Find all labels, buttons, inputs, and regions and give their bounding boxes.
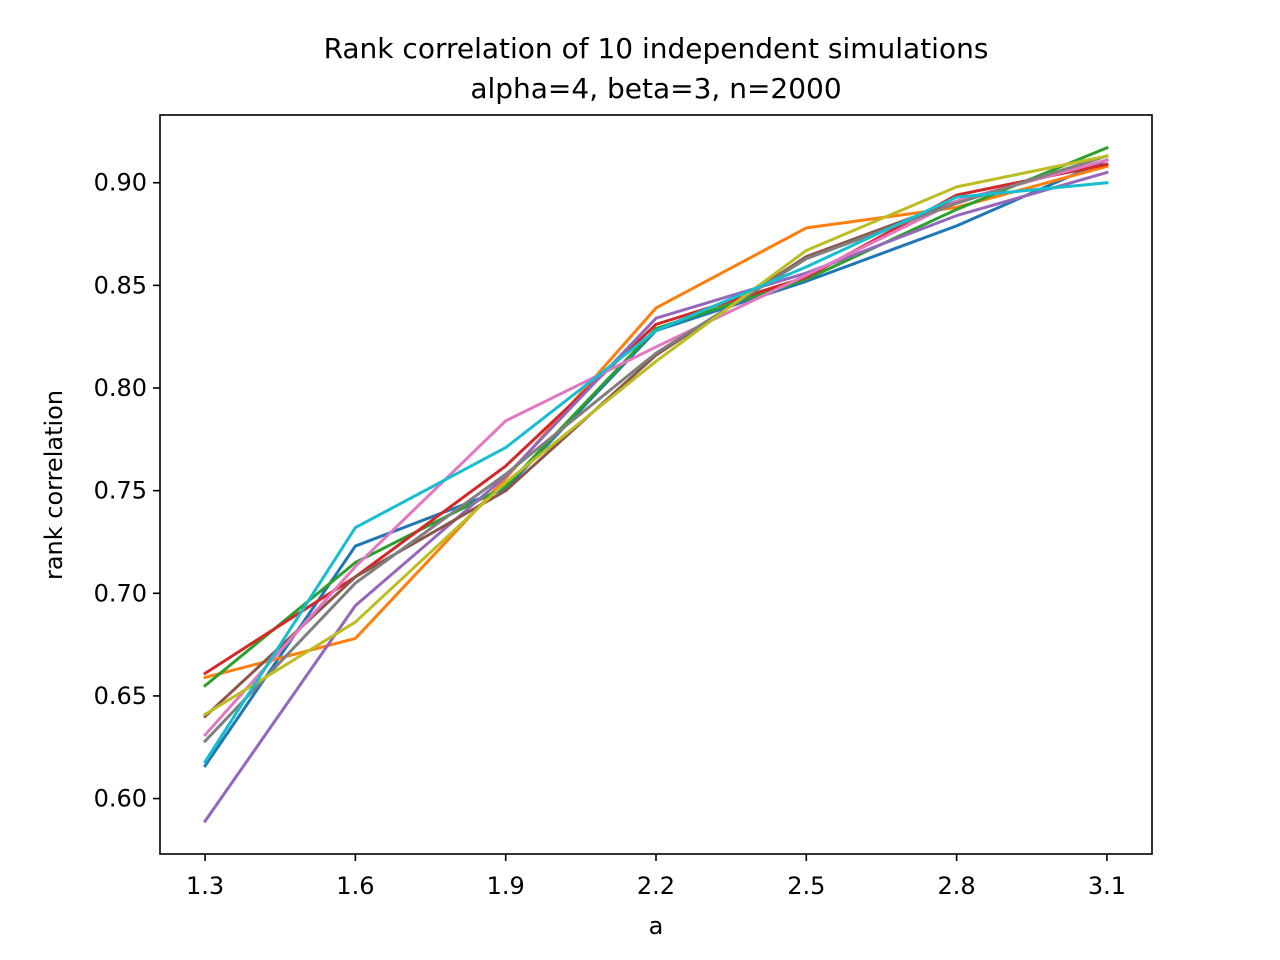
series-line-10 [203, 181, 1109, 764]
chart-subtitle: alpha=4, beta=3, n=2000 [470, 72, 841, 105]
series-line-7 [202, 158, 1109, 738]
x-tick-label: 2.2 [637, 872, 675, 900]
series-line-2 [203, 164, 1109, 680]
y-tick-label: 0.65 [94, 682, 147, 710]
x-axis-ticks: 1.3 1.6 1.9 2.2 2.5 2.8 3.1 [186, 854, 1126, 900]
x-tick-label: 1.6 [336, 872, 374, 900]
y-axis-label: rank correlation [40, 390, 68, 580]
x-tick-label: 1.9 [487, 872, 525, 900]
series-line-3 [202, 145, 1109, 688]
y-tick-label: 0.90 [94, 169, 147, 197]
x-axis-label: a [649, 912, 664, 940]
x-tick-label: 3.1 [1088, 872, 1126, 900]
y-tick-label: 0.80 [94, 374, 147, 402]
series-line-8 [202, 154, 1109, 744]
series-line-9 [203, 154, 1109, 717]
series-line-5 [203, 170, 1109, 824]
y-tick-label: 0.70 [94, 579, 147, 607]
series-line-1 [203, 158, 1109, 768]
y-tick-label: 0.60 [94, 785, 147, 813]
x-tick-label: 2.5 [787, 872, 825, 900]
y-tick-label: 0.75 [94, 477, 147, 505]
x-tick-label: 2.8 [938, 872, 976, 900]
series-lines [202, 145, 1109, 824]
plot-area-frame [159, 114, 1153, 855]
y-tick-label: 0.85 [94, 271, 147, 299]
x-tick-label: 1.3 [186, 872, 224, 900]
y-axis-ticks: 0.60 0.65 0.70 0.75 0.80 0.85 0.90 [94, 169, 160, 813]
chart-title: Rank correlation of 10 independent simul… [324, 32, 989, 65]
